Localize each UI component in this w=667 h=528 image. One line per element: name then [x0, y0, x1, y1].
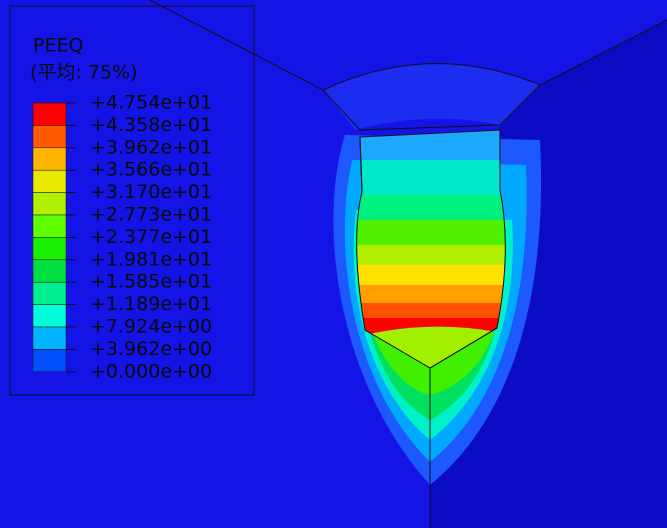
legend-label: +1.585e+01: [90, 271, 212, 293]
legend-swatch: [32, 326, 67, 350]
legend-swatch: [32, 192, 67, 216]
legend-label: +2.773e+01: [90, 204, 212, 226]
legend-label: +4.358e+01: [90, 114, 212, 136]
legend-label: +3.566e+01: [90, 159, 212, 181]
legend-swatch: [32, 259, 67, 283]
legend-swatch: [32, 304, 67, 328]
legend-label: +0.000e+00: [90, 360, 212, 382]
legend-swatch: [32, 169, 67, 193]
legend-swatch: [32, 147, 67, 171]
top-ring: [323, 63, 540, 130]
legend-swatch: [32, 349, 67, 373]
legend-label: +1.189e+01: [90, 293, 212, 315]
legend-label: +3.170e+01: [90, 181, 212, 203]
legend-swatch: [32, 214, 67, 238]
legend-swatch: [32, 125, 67, 149]
legend-swatch: [32, 237, 67, 261]
legend-subtitle: (平均: 75%): [30, 62, 138, 84]
legend-frame: [9, 5, 255, 396]
legend-swatch: [32, 102, 67, 126]
legend-label: +2.377e+01: [90, 226, 212, 248]
legend-title: PEEQ: [33, 35, 83, 57]
legend-label: +3.962e+00: [90, 338, 212, 360]
legend-swatch: [32, 281, 67, 305]
legend-label: +7.924e+00: [90, 316, 212, 338]
legend-label: +4.754e+01: [90, 92, 212, 114]
legend: PEEQ (平均: 75%) +4.754e+01+4.358e+01+3.96…: [30, 35, 212, 383]
cavity: [356, 130, 506, 368]
legend-label: +1.981e+01: [90, 248, 212, 270]
legend-label: +3.962e+01: [90, 136, 212, 158]
